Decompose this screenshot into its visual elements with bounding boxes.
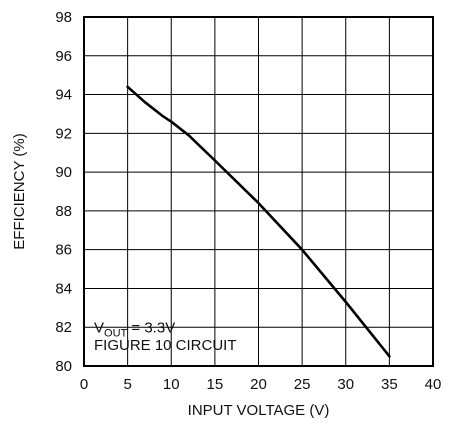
y-tick-label: 84 [55, 280, 72, 297]
x-tick-label: 40 [425, 376, 442, 393]
y-tick-label: 90 [55, 164, 72, 181]
x-tick-label: 15 [207, 376, 224, 393]
circuit-annotation: FIGURE 10 CIRCUIT [94, 337, 237, 354]
x-tick-label: 0 [80, 376, 88, 393]
x-tick-label: 20 [250, 376, 267, 393]
y-tick-label: 80 [55, 358, 72, 375]
x-axis-title: INPUT VOLTAGE (V) [188, 402, 330, 419]
x-tick-label: 30 [337, 376, 354, 393]
y-axis-ticks: 80 82 84 86 88 90 92 94 96 98 [55, 9, 72, 375]
x-axis-ticks: 0 5 10 15 20 25 30 35 40 [80, 376, 442, 393]
vout-annotation: VOUT = 3.3V [94, 320, 175, 340]
vout-value: = 3.3V [127, 320, 175, 337]
vout-prefix: V [94, 320, 104, 337]
y-tick-label: 82 [55, 319, 72, 336]
plot-frame [83, 16, 434, 367]
y-tick-label: 94 [55, 87, 72, 104]
y-axis-title: EFFICIENCY (%) [11, 133, 28, 249]
grid [84, 17, 433, 366]
x-tick-label: 35 [381, 376, 398, 393]
series-line-0 [126, 85, 391, 358]
y-tick-label: 92 [55, 125, 72, 142]
x-tick-label: 25 [294, 376, 311, 393]
series-group [126, 85, 391, 358]
y-tick-label: 86 [55, 242, 72, 259]
y-tick-label: 98 [55, 9, 72, 26]
x-tick-label: 10 [163, 376, 180, 393]
y-tick-label: 88 [55, 203, 72, 220]
vout-subscript: OUT [104, 328, 128, 340]
y-tick-label: 96 [55, 48, 72, 65]
x-tick-label: 5 [123, 376, 131, 393]
